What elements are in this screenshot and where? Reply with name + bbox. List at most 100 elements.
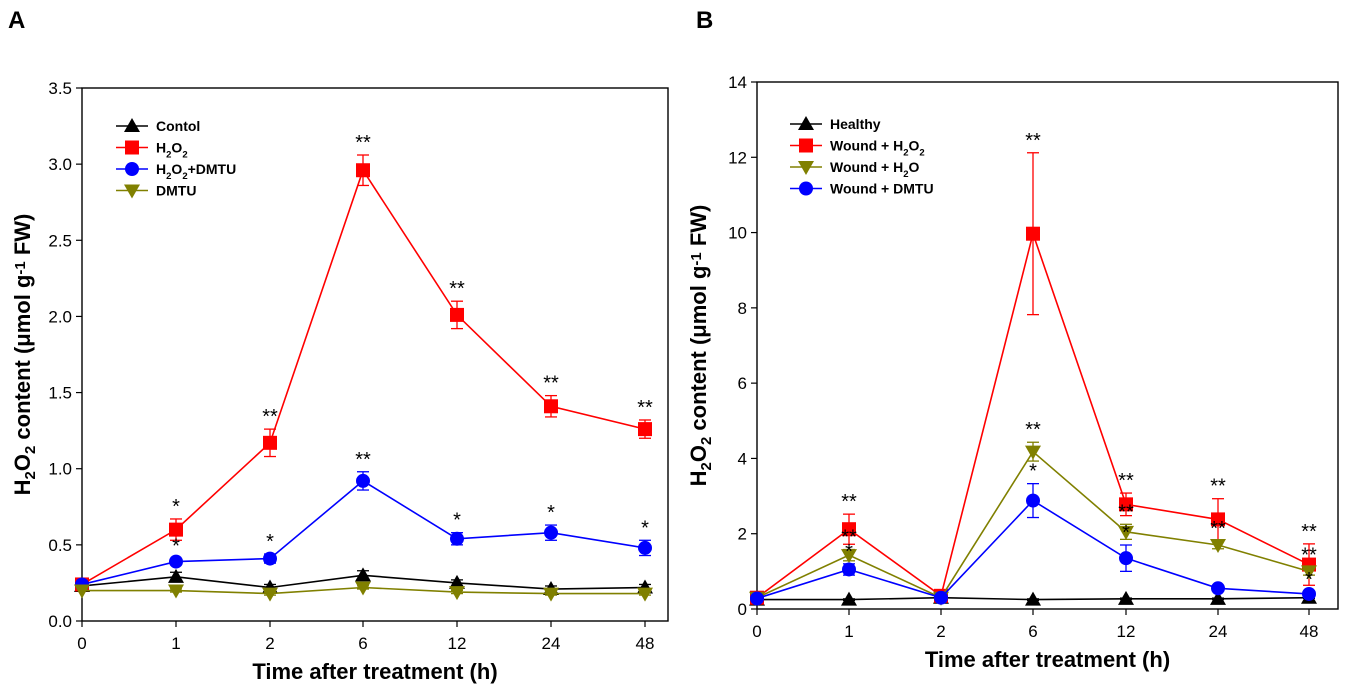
significance-label: **	[449, 278, 465, 300]
legend-marker	[799, 138, 813, 153]
significance-label: **	[1025, 130, 1041, 152]
data-point	[1210, 539, 1226, 554]
data-point	[262, 587, 278, 602]
data-point	[544, 525, 558, 540]
data-point	[168, 584, 184, 599]
series-healthy	[749, 589, 1317, 606]
series-wound-h2o: **********	[749, 419, 1317, 606]
data-point	[1302, 586, 1316, 601]
data-point	[1211, 581, 1225, 596]
data-point	[1025, 445, 1041, 460]
significance-label: **	[1118, 470, 1134, 492]
data-point	[263, 435, 277, 450]
x-tick-label: 6	[1028, 622, 1037, 641]
plot-frame	[756, 81, 1339, 610]
legend-label: Contol	[156, 118, 200, 134]
significance-label: **	[637, 397, 653, 419]
x-tick-label: 12	[448, 634, 467, 653]
significance-label: **	[1210, 518, 1226, 540]
x-tick-label: 1	[171, 634, 180, 653]
data-point	[841, 591, 857, 606]
data-point	[356, 473, 370, 488]
x-tick-label: 0	[77, 634, 86, 653]
data-point	[1211, 512, 1225, 527]
significance-label: **	[1301, 521, 1317, 543]
data-point	[1301, 565, 1317, 580]
data-point	[355, 567, 371, 582]
data-point	[356, 163, 370, 178]
significance-label: **	[1301, 545, 1317, 567]
data-point	[934, 590, 948, 605]
y-tick-label: 4	[738, 449, 747, 468]
data-point	[842, 522, 856, 537]
series-h2o2-dmtu: * **** **	[75, 449, 652, 592]
data-point	[169, 522, 183, 537]
significance-label: *	[1305, 569, 1313, 591]
x-tick-label: 1	[844, 622, 853, 641]
x-tick-label: 48	[1300, 622, 1319, 641]
data-point	[1119, 497, 1133, 512]
y-tick-label: 2	[738, 525, 747, 544]
significance-label: *	[845, 541, 853, 563]
significance-label: **	[355, 449, 371, 471]
x-tick-label: 2	[936, 622, 945, 641]
data-point	[1119, 551, 1133, 566]
y-tick-label: 8	[738, 299, 747, 318]
significance-label: *	[547, 502, 555, 524]
significance-label: **	[841, 491, 857, 513]
significance-label: **	[262, 406, 278, 428]
significance-label: **	[1025, 419, 1041, 441]
y-tick-label: 1.5	[48, 384, 72, 403]
data-point	[355, 581, 371, 596]
significance-label: *	[1122, 522, 1130, 544]
significance-label: *	[172, 536, 180, 558]
data-point	[1026, 493, 1040, 508]
data-point	[1118, 590, 1134, 605]
legend-marker	[124, 118, 140, 132]
y-tick-label: 12	[728, 148, 747, 167]
x-tick-label: 48	[636, 634, 655, 653]
legend-label: DMTU	[156, 183, 196, 199]
legend-marker	[798, 116, 814, 130]
y-tick-label: 3.0	[48, 155, 72, 174]
series-wound-dmtu: ****	[750, 461, 1316, 606]
series-dmtu	[74, 581, 653, 602]
significance-label: *	[641, 517, 649, 539]
y-tick-label: 0.5	[48, 536, 72, 555]
series-line	[81, 168, 646, 586]
x-tick-label: 24	[542, 634, 561, 653]
data-point	[750, 591, 764, 606]
data-point	[1026, 226, 1040, 241]
legend-label: Wound + DMTU	[830, 181, 934, 197]
data-point	[543, 587, 559, 602]
y-tick-label: 6	[738, 374, 747, 393]
data-point	[449, 574, 465, 589]
x-tick-label: 24	[1209, 622, 1228, 641]
y-tick-label: 10	[728, 224, 747, 243]
data-point	[450, 307, 464, 322]
data-point	[637, 587, 653, 602]
significance-label: *	[1029, 461, 1037, 483]
series-h2o2: ***********	[75, 132, 653, 592]
significance-label: **	[1210, 476, 1226, 498]
data-point	[638, 422, 652, 437]
data-point	[449, 586, 465, 601]
y-tick-label: 1.0	[48, 460, 72, 479]
panel-letter: B	[696, 7, 713, 34]
y-tick-label: 0	[738, 600, 747, 619]
legend-marker	[798, 161, 814, 175]
significance-label: **	[355, 132, 371, 154]
data-point	[1118, 525, 1134, 540]
legend-label: Healthy	[830, 116, 881, 132]
data-point	[842, 562, 856, 577]
legend-marker	[125, 162, 139, 176]
data-point	[450, 531, 464, 546]
legend-label: Wound + H2O	[830, 159, 920, 180]
y-axis-label: H2O2 content (μmol g-1 FW)	[10, 214, 39, 496]
x-tick-label: 0	[752, 622, 761, 641]
legend-label: H2O2	[156, 140, 188, 161]
plot-frame	[81, 87, 669, 622]
significance-label: **	[543, 373, 559, 395]
